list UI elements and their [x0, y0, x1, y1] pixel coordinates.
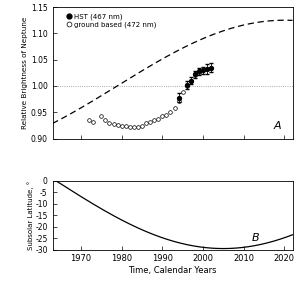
Point: [107, 120, 112, 125]
Point: [87, 118, 92, 122]
Point: [156, 116, 161, 121]
Point: [152, 118, 157, 122]
Point: [180, 90, 185, 94]
X-axis label: Time, Calendar Years: Time, Calendar Years: [128, 266, 217, 275]
Legend: HST (467 nm), ground based (472 nm): HST (467 nm), ground based (472 nm): [66, 13, 157, 28]
Y-axis label: Relative Brightness of Neptune: Relative Brightness of Neptune: [22, 17, 28, 129]
Point: [176, 98, 181, 103]
Point: [193, 73, 197, 78]
Point: [160, 114, 165, 119]
Point: [115, 123, 120, 128]
Text: B: B: [252, 233, 259, 243]
Point: [103, 117, 108, 122]
Point: [164, 113, 169, 117]
Point: [148, 120, 152, 124]
Point: [119, 124, 124, 128]
Text: A: A: [273, 121, 281, 131]
Point: [131, 125, 136, 129]
Point: [128, 125, 132, 129]
Point: [123, 124, 128, 128]
Point: [188, 78, 193, 83]
Point: [111, 122, 116, 127]
Point: [144, 120, 148, 125]
Point: [91, 120, 96, 124]
Point: [99, 114, 104, 119]
Point: [196, 70, 201, 75]
Point: [168, 110, 173, 114]
Point: [184, 84, 189, 88]
Point: [136, 125, 140, 129]
Point: [172, 106, 177, 110]
Y-axis label: Subsolar Latitude, °: Subsolar Latitude, °: [27, 180, 34, 250]
Point: [140, 124, 144, 129]
